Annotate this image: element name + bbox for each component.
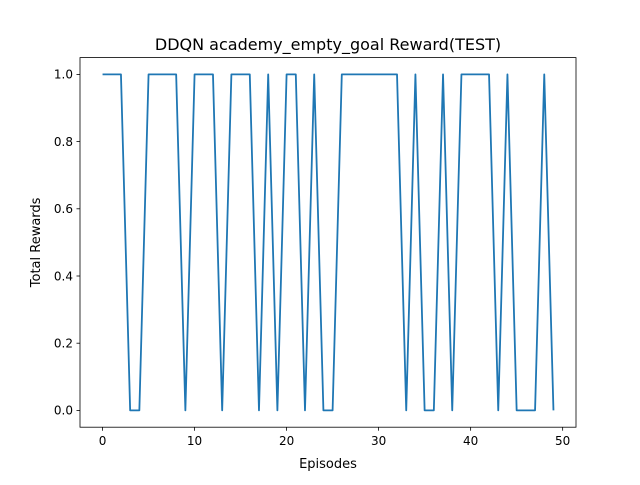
x-tick-label: 50 [555, 434, 570, 448]
x-axis-label: Episodes [299, 457, 357, 472]
y-tick-label: 0.0 [54, 404, 73, 418]
series-line [102, 73, 555, 412]
y-axis-label: Total Rewards [29, 197, 44, 288]
x-axis-ticks: 0 10 20 30 40 50 [99, 427, 570, 448]
x-tick-label: 30 [371, 434, 386, 448]
y-tick-label: 0.4 [54, 269, 73, 283]
axes-frame [79, 57, 577, 428]
x-tick-label: 0 [99, 434, 107, 448]
y-axis-ticks: 0.0 0.2 0.4 0.6 0.8 1.0 [54, 68, 80, 418]
series-layer [102, 73, 555, 412]
x-tick-label: 20 [279, 434, 294, 448]
x-tick-label: 10 [187, 434, 202, 448]
y-tick-label: 0.8 [54, 135, 73, 149]
y-tick-label: 0.6 [54, 202, 73, 216]
x-tick-label: 40 [463, 434, 478, 448]
y-tick-label: 0.2 [54, 337, 73, 351]
chart-title: DDQN academy_empty_goal Reward(TEST) [155, 35, 501, 55]
y-tick-label: 1.0 [54, 68, 73, 82]
